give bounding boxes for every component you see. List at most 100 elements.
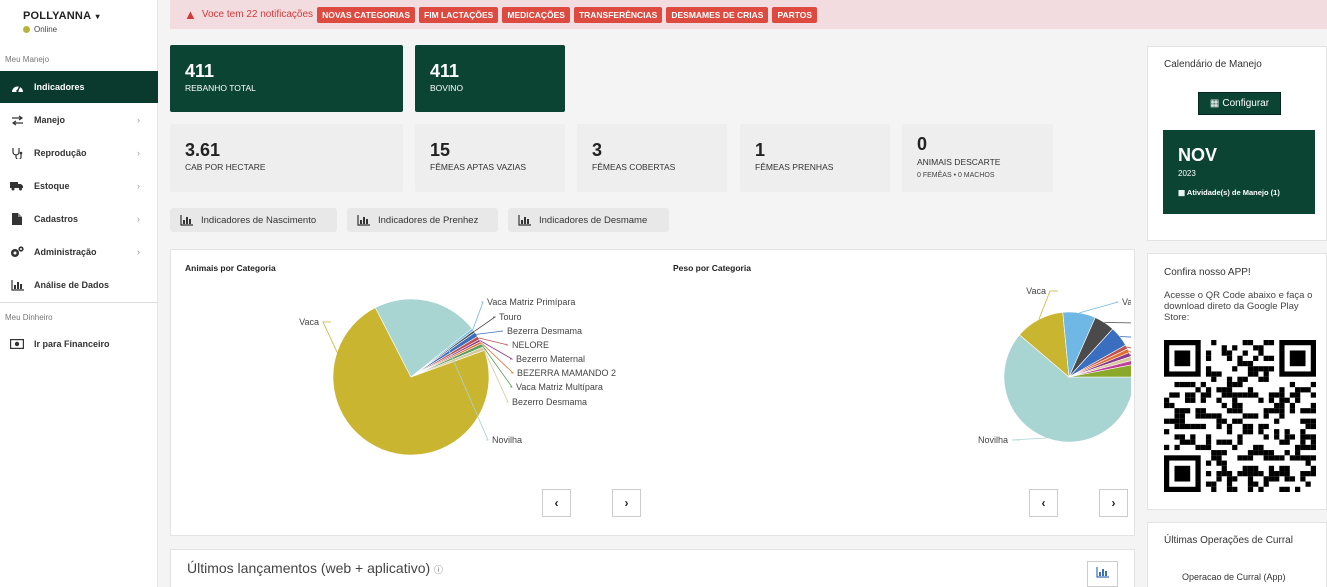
gears-icon [0, 246, 34, 258]
sidebar-item-administracao[interactable]: Administração › [0, 236, 158, 268]
qr-module [1205, 387, 1212, 393]
qr-module [1247, 413, 1254, 419]
card-rebanho-total: 411 REBANHO TOTAL [170, 45, 403, 112]
user-menu[interactable]: POLLYANNA ▾ Online [23, 10, 100, 34]
qr-module [1205, 444, 1212, 451]
qr-module [1237, 392, 1243, 398]
qr-module [1179, 434, 1185, 440]
dashboard-icon [0, 82, 34, 93]
sidebar-item-estoque[interactable]: Estoque › [0, 170, 158, 202]
qr-module [1174, 423, 1180, 430]
qr-module [1310, 408, 1316, 414]
pie-label: Vaca [299, 317, 319, 327]
notification-tag-fim-lactacoes[interactable]: FIM LACTAÇÕES [419, 6, 499, 23]
qr-module [1226, 355, 1233, 361]
configurar-button[interactable]: ▦ Configurar [1198, 92, 1281, 115]
qr-module [1174, 408, 1180, 414]
calendar-month-box[interactable]: NOV 2023 ▦ Atividade(s) de Manejo (1) [1163, 130, 1315, 214]
chevron-right-icon: › [137, 148, 140, 158]
animais-prev-button[interactable]: ‹ [542, 489, 571, 517]
indicadores-desmame-button[interactable]: Indicadores de Desmame [508, 208, 669, 232]
sidebar-item-analise-dados[interactable]: Análise de Dados [0, 269, 158, 301]
qr-module [1247, 429, 1254, 435]
qr-module [1305, 481, 1311, 487]
qr-module [1289, 408, 1296, 414]
button-label: Indicadores de Desmame [539, 214, 648, 226]
qr-module [1263, 340, 1269, 346]
notification-tag-novas-categorias[interactable]: NOVAS CATEGORIAS [317, 6, 416, 23]
qr-module [1205, 392, 1212, 398]
qr-module [1164, 402, 1170, 409]
card-label: BOVINO [430, 83, 464, 93]
qr-module [1205, 460, 1212, 466]
pie-label: Touro [499, 312, 522, 322]
qr-module [1247, 423, 1254, 430]
lancamentos-title: Últimos lançamentos (web + aplicativo) [187, 560, 431, 576]
sidebar-item-manejo[interactable]: Manejo › [0, 104, 158, 136]
lancamentos-chart-button[interactable] [1087, 561, 1118, 587]
qr-module [1216, 413, 1222, 419]
info-icon[interactable]: ⓘ [434, 565, 444, 575]
card-animais-descarte: 0 ANIMAIS DESCARTE 0 FEMÊAS • 0 MACHOS [902, 124, 1053, 192]
pie-slice-novilha[interactable] [1003, 334, 1131, 443]
bar-chart-icon [357, 214, 370, 226]
qr-module [1284, 476, 1290, 482]
qr-code-image[interactable] [1164, 340, 1316, 492]
pie-slice-bezerro-desmama[interactable] [1068, 356, 1131, 378]
qr-module [1232, 444, 1238, 451]
qr-module [1174, 444, 1180, 451]
qr-module [1232, 345, 1238, 351]
calendar-icon: ▦ [1178, 188, 1187, 197]
qr-module [1190, 439, 1196, 445]
chevron-right-icon: › [137, 181, 140, 191]
notification-tag-medicacoes[interactable]: MEDICAÇÕES [502, 6, 570, 23]
qr-module [1310, 434, 1316, 440]
qr-module [1253, 471, 1259, 477]
qr-module [1179, 418, 1185, 424]
qr-module [1205, 481, 1212, 487]
indicadores-nascimento-button[interactable]: Indicadores de Nascimento [170, 208, 337, 232]
qr-module [1300, 434, 1306, 440]
qr-module [1263, 423, 1269, 430]
sidebar-item-reproducao[interactable]: Reprodução › [0, 137, 158, 169]
qr-module [1247, 455, 1254, 461]
qr-module [1258, 450, 1264, 456]
animais-next-button[interactable]: › [612, 489, 641, 517]
qr-module [1226, 381, 1233, 388]
peso-next-button[interactable]: › [1099, 489, 1128, 517]
pie-leader-line [481, 345, 513, 388]
card-label: FÊMEAS PRENHAS [755, 162, 834, 172]
sidebar-item-financeiro[interactable]: Ir para Financeiro [0, 328, 158, 360]
qr-module [1274, 418, 1280, 424]
qr-module [1164, 429, 1170, 435]
notification-tag-partos[interactable]: PARTOS [772, 6, 818, 23]
curral-title: Últimas Operações de Curral [1164, 535, 1293, 546]
qr-module [1284, 434, 1290, 440]
qr-module [1295, 387, 1301, 393]
card-value: 15 [430, 140, 451, 160]
qr-module [1174, 418, 1180, 424]
pie-slice-bezerra-desmama[interactable] [1068, 360, 1131, 378]
notification-text[interactable]: Voce tem 22 notificações [201, 9, 314, 20]
qr-module [1211, 340, 1217, 346]
qr-module [1190, 434, 1196, 440]
card-femeas-prenhas: 1 FÊMEAS PRENHAS [740, 124, 890, 192]
qr-module [1310, 439, 1316, 445]
qr-module [1289, 476, 1296, 482]
qr-module [1268, 366, 1275, 372]
pie-label: Vaca Matriz Primípara [1122, 297, 1131, 307]
button-label: Indicadores de Nascimento [201, 214, 317, 226]
qr-module [1253, 392, 1259, 398]
indicadores-prenhez-button[interactable]: Indicadores de Prenhez [347, 208, 498, 232]
qr-module [1221, 471, 1227, 477]
notification-tag-transferencias[interactable]: TRANSFERÊNCIAS [573, 6, 663, 23]
peso-prev-button[interactable]: ‹ [1029, 489, 1058, 517]
sidebar-item-indicadores[interactable]: Indicadores [0, 71, 158, 103]
sidebar-item-cadastros[interactable]: Cadastros › [0, 203, 158, 235]
qr-module [1200, 423, 1206, 430]
qr-module [1226, 376, 1233, 382]
qr-module [1200, 408, 1206, 414]
chevron-right-icon: › [137, 247, 140, 257]
notification-tag-desmames-crias[interactable]: DESMAMES DE CRIAS [666, 6, 769, 23]
pie-slice-novilho[interactable] [1068, 364, 1131, 378]
